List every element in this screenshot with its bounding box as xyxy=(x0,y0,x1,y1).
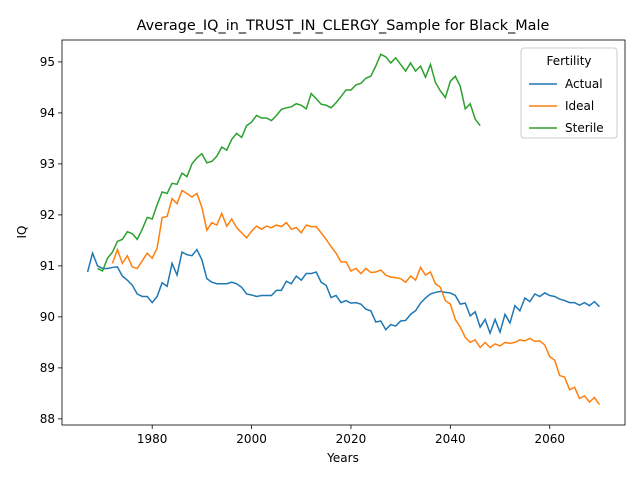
legend-title: Fertility xyxy=(546,54,591,68)
y-tick-label: 95 xyxy=(40,55,55,69)
legend-label: Sterile xyxy=(565,121,604,135)
x-tick-label: 1980 xyxy=(137,432,168,446)
y-tick-label: 88 xyxy=(40,412,55,426)
y-tick-label: 94 xyxy=(40,106,55,120)
series-line xyxy=(86,248,600,336)
y-tick-label: 93 xyxy=(40,157,55,171)
y-tick-label: 90 xyxy=(40,310,55,324)
y-tick-label: 92 xyxy=(40,208,55,222)
x-tick-label: 2060 xyxy=(534,432,565,446)
x-tick-label: 2040 xyxy=(435,432,466,446)
plot-frame xyxy=(61,39,626,426)
x-tick-label: 2000 xyxy=(236,432,267,446)
series-line xyxy=(111,189,601,406)
y-tick-label: 91 xyxy=(40,259,55,273)
legend-label: Ideal xyxy=(565,99,594,113)
y-tick-label: 89 xyxy=(40,361,55,375)
chart-title: Average_IQ_in_TRUST_IN_CLERGY_Sample for… xyxy=(137,18,550,34)
x-axis-label: Years xyxy=(326,451,359,465)
legend-box xyxy=(520,47,618,139)
x-tick-label: 2020 xyxy=(336,432,367,446)
legend-label: Actual xyxy=(565,77,603,91)
y-axis-label: IQ xyxy=(15,226,29,239)
series-line xyxy=(97,53,481,273)
